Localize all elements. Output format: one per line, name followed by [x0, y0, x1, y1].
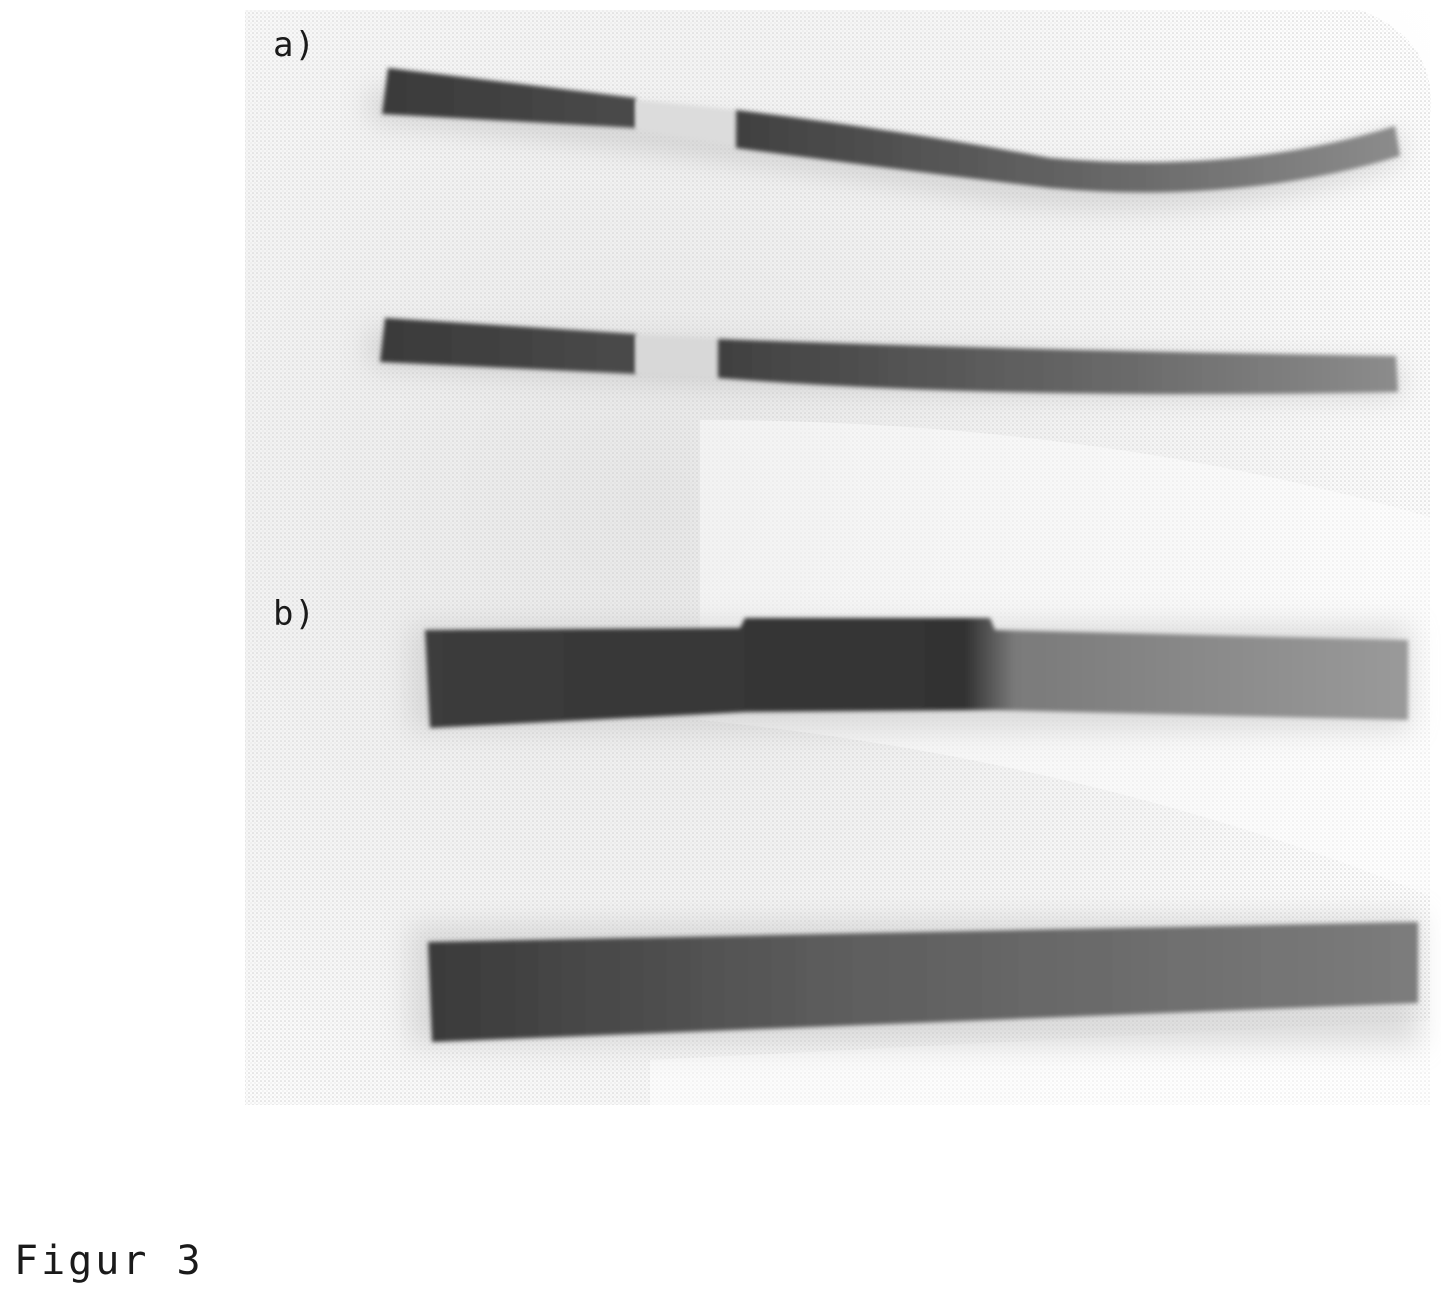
panel-b-label: b) [273, 597, 316, 631]
specimen-b-lower [410, 915, 1420, 1045]
specimen-a-lower-joint [636, 335, 718, 378]
specimen-b-upper [410, 618, 1410, 730]
panel-a-label: a) [273, 28, 316, 62]
figure-caption: Figur 3 [14, 1241, 204, 1281]
